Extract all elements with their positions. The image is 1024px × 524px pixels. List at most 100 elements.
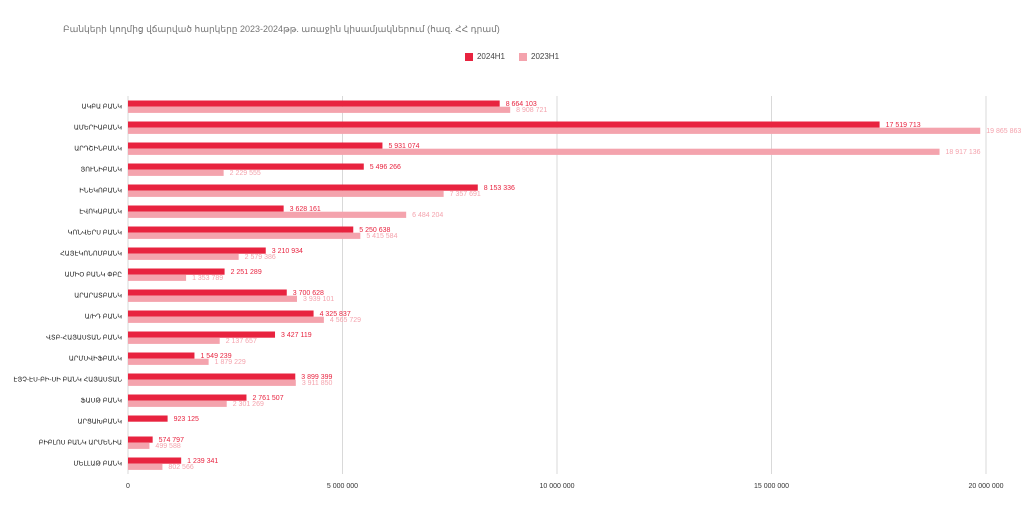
category-label: ԱԿԲԱ ԲԱՆԿ bbox=[81, 103, 122, 111]
bar-2024h1 bbox=[128, 415, 168, 422]
x-tick-label: 5 000 000 bbox=[327, 483, 358, 490]
bar-2024h1 bbox=[128, 373, 296, 380]
data-label-2024h1: 3 628 161 bbox=[290, 206, 321, 213]
data-label-2023h1: 7 357 691 bbox=[450, 191, 481, 198]
data-label-2023h1: 1 353 789 bbox=[192, 275, 223, 282]
legend: 2024H1 2023H1 bbox=[0, 52, 1024, 61]
category-label: ԷՎՈԿԱԲԱՆԿ bbox=[79, 208, 122, 216]
bar-2024h1 bbox=[128, 184, 478, 191]
data-label-2024h1: 8 153 336 bbox=[484, 185, 515, 192]
data-label-2024h1: 3 427 119 bbox=[281, 332, 312, 339]
category-label: ԱՄԻՕ ԲԱՆԿ ՓԲԸ bbox=[65, 271, 123, 279]
legend-item-2024h1[interactable]: 2024H1 bbox=[464, 52, 505, 61]
data-label-2024h1: 4 325 837 bbox=[320, 311, 351, 318]
data-label-2023h1: 18 917 136 bbox=[946, 149, 981, 156]
category-label: ԲԻԲԼՈՍ ԲԱՆԿ ԱՐՄԵՆԻԱ bbox=[39, 439, 122, 447]
category-label: ԱՐԱՐԱՏԲԱՆԿ bbox=[74, 292, 122, 300]
category-label: ԱՐՑԱԽԲԱՆԿ bbox=[77, 418, 122, 426]
category-label: ԱՐԴՇԻՆԲԱՆԿ bbox=[74, 145, 122, 153]
legend-swatch-2023h1 bbox=[519, 52, 527, 61]
x-tick-label: 0 bbox=[126, 483, 130, 490]
legend-label-2023h1: 2023H1 bbox=[531, 52, 560, 61]
data-label-2024h1: 1 239 341 bbox=[187, 458, 218, 465]
bar-2024h1 bbox=[128, 394, 247, 401]
data-label-2023h1: 2 301 269 bbox=[233, 401, 264, 408]
category-label: ԻՆԵԿՈԲԱՆԿ bbox=[79, 187, 122, 195]
data-label-2024h1: 574 797 bbox=[159, 437, 184, 444]
bar-2023h1 bbox=[128, 190, 444, 197]
legend-item-2023h1[interactable]: 2023H1 bbox=[519, 52, 559, 61]
data-label-2023h1: 5 415 584 bbox=[366, 233, 397, 240]
data-label-2023h1: 3 911 850 bbox=[302, 380, 333, 387]
data-label-2023h1: 19 865 863 bbox=[986, 128, 1021, 135]
data-label-2024h1: 3 700 628 bbox=[293, 290, 324, 297]
x-tick-label: 20 000 000 bbox=[968, 483, 1003, 490]
data-label-2024h1: 5 931 074 bbox=[388, 143, 419, 150]
bar-2023h1 bbox=[128, 379, 296, 386]
bar-2023h1 bbox=[128, 211, 407, 218]
bar-2023h1 bbox=[128, 295, 297, 302]
bar-2023h1 bbox=[128, 127, 981, 134]
data-label-2024h1: 8 664 103 bbox=[506, 101, 537, 108]
category-label: ՄԵԼԼԱԹ ԲԱՆԿ bbox=[74, 460, 123, 468]
bar-2024h1 bbox=[128, 121, 880, 128]
data-label-2023h1: 2 229 555 bbox=[230, 170, 261, 177]
data-label-2024h1: 923 125 bbox=[174, 416, 199, 423]
bar-2023h1 bbox=[128, 463, 163, 470]
data-label-2024h1: 3 210 934 bbox=[272, 248, 303, 255]
bar-2024h1 bbox=[128, 289, 287, 296]
category-label: ՅՈՒՆԻԲԱՆԿ bbox=[81, 166, 123, 174]
legend-swatch-2024h1 bbox=[464, 52, 473, 61]
bar-2024h1 bbox=[128, 268, 225, 275]
category-label: ՀԱՅԷԿՈՆՈՄԲԱՆԿ bbox=[60, 250, 122, 258]
data-label-2024h1: 2 761 507 bbox=[252, 395, 283, 402]
data-label-2024h1: 1 549 239 bbox=[200, 353, 231, 360]
x-tick-label: 15 000 000 bbox=[754, 483, 789, 490]
category-label: ԱՄԵՐԻԱԲԱՆԿ bbox=[74, 124, 122, 132]
bar-2023h1 bbox=[128, 400, 227, 407]
data-label-2023h1: 2 579 386 bbox=[245, 254, 276, 261]
bar-2023h1 bbox=[128, 316, 324, 323]
data-label-2024h1: 5 250 638 bbox=[359, 227, 390, 234]
category-label: ԷՅՉ-ԷՍ-ԲԻ-ՍԻ ԲԱՆԿ ՀԱՅԱՍՏԱՆ bbox=[13, 376, 122, 384]
data-label-2023h1: 6 484 204 bbox=[412, 212, 443, 219]
data-label-2023h1: 802 566 bbox=[168, 464, 193, 471]
data-label-2024h1: 2 251 289 bbox=[231, 269, 262, 276]
legend-label-2024h1: 2024H1 bbox=[476, 52, 505, 61]
bar-2024h1 bbox=[128, 100, 500, 107]
bar-2024h1 bbox=[128, 310, 314, 317]
data-label-2023h1: 499 588 bbox=[155, 443, 180, 450]
category-label: ԿՈՆՎԵՐՍ ԲԱՆԿ bbox=[68, 229, 122, 237]
bar-2023h1 bbox=[128, 169, 224, 176]
bar-2023h1 bbox=[128, 442, 150, 449]
bar-2023h1 bbox=[128, 274, 187, 281]
data-label-2023h1: 4 565 729 bbox=[330, 317, 361, 324]
category-label: ՎՏԲ-ՀԱՅԱՍՏԱՆ ԲԱՆԿ bbox=[46, 334, 122, 342]
bar-2023h1 bbox=[128, 148, 940, 155]
bar-2024h1 bbox=[128, 163, 364, 170]
bar-2024h1 bbox=[128, 457, 182, 464]
bar-2023h1 bbox=[128, 253, 239, 260]
chart-title: Բանկերի կողմից վճարված հարկերը 2023-2024… bbox=[63, 24, 500, 34]
bar-2024h1 bbox=[128, 226, 354, 233]
bar-2024h1 bbox=[128, 331, 276, 338]
category-label: ԱՐՄՍՎԻՖԲԱՆԿ bbox=[69, 355, 122, 363]
bar-2023h1 bbox=[128, 337, 220, 344]
data-label-2023h1: 3 939 101 bbox=[303, 296, 334, 303]
bar-2023h1 bbox=[128, 358, 209, 365]
category-label: Ա/ԻԴ ԲԱՆԿ bbox=[85, 313, 122, 321]
data-label-2024h1: 17 519 713 bbox=[886, 122, 921, 129]
bar-2023h1 bbox=[128, 106, 511, 113]
data-label-2024h1: 3 899 399 bbox=[301, 374, 332, 381]
category-label: ՖԱՍԹ ԲԱՆԿ bbox=[81, 397, 123, 405]
x-tick-label: 10 000 000 bbox=[539, 483, 574, 490]
bar-2024h1 bbox=[128, 247, 266, 254]
bar-2024h1 bbox=[128, 436, 153, 443]
data-label-2023h1: 1 879 229 bbox=[215, 359, 246, 366]
bar-2023h1 bbox=[128, 232, 361, 239]
bar-2024h1 bbox=[128, 205, 284, 212]
data-label-2023h1: 2 137 657 bbox=[226, 338, 257, 345]
bar-2024h1 bbox=[128, 352, 195, 359]
bar-2024h1 bbox=[128, 142, 383, 149]
